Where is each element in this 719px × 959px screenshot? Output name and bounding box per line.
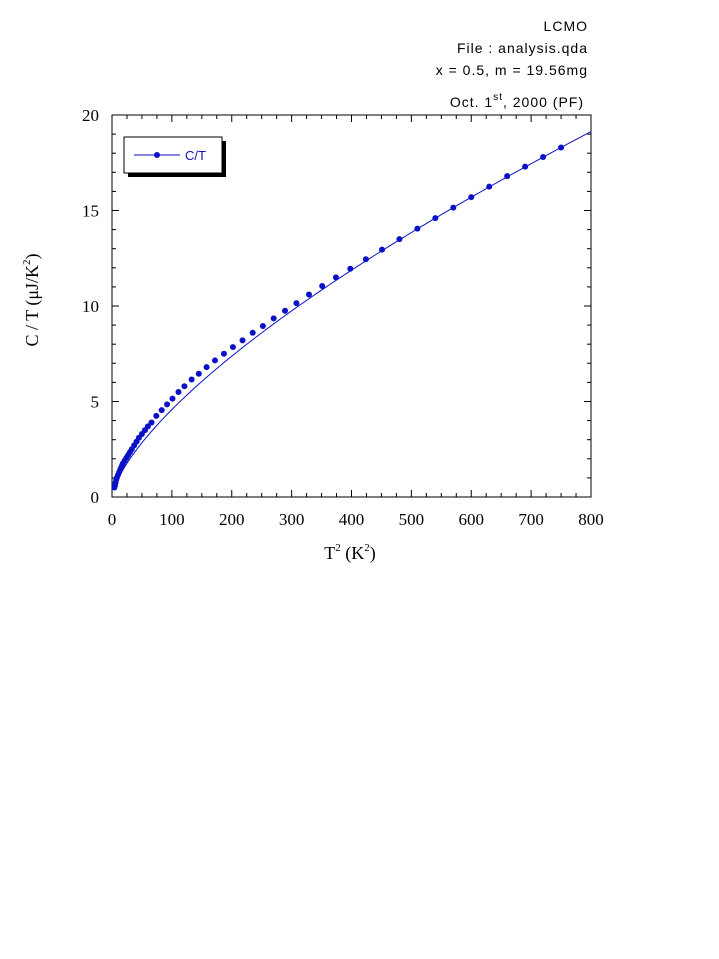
legend-marker xyxy=(154,152,160,158)
series-layer xyxy=(111,131,592,491)
data-point xyxy=(468,194,475,201)
legend: C/T xyxy=(123,136,226,177)
header-date-suffix: , 2000 (PF) xyxy=(503,94,584,110)
x-axis-title: T2 (K2) xyxy=(324,542,376,564)
axis-tick-labels: 0 100 200 300 400 500 600 700 800 0 5 10 15 20 xyxy=(82,106,604,529)
data-point xyxy=(259,323,266,330)
data-point xyxy=(558,144,565,151)
legend-label: C/T xyxy=(185,148,206,163)
data-point xyxy=(249,329,256,336)
data-point xyxy=(270,315,277,322)
axis-ticks xyxy=(111,114,592,498)
x-tick-label: 100 xyxy=(159,510,185,529)
data-point xyxy=(432,215,439,222)
data-point xyxy=(293,300,300,307)
data-point xyxy=(396,236,403,243)
data-point xyxy=(144,423,151,430)
data-point xyxy=(175,388,182,395)
x-tick-label: 700 xyxy=(518,510,544,529)
x-tick-label: 600 xyxy=(459,510,485,529)
series-line xyxy=(113,131,592,488)
data-point xyxy=(203,364,210,371)
data-point xyxy=(220,350,227,357)
data-point xyxy=(229,344,236,351)
y-tick-label: 0 xyxy=(91,488,100,507)
data-point xyxy=(347,265,354,272)
data-point xyxy=(239,337,246,344)
data-point xyxy=(540,154,547,161)
data-point xyxy=(305,291,312,298)
data-point xyxy=(504,173,511,180)
x-tick-label: 300 xyxy=(279,510,305,529)
data-point xyxy=(211,357,218,364)
data-point xyxy=(450,204,457,211)
header-line-4: Oct. 1st, 2000 (PF) xyxy=(450,92,584,110)
header-date-prefix: Oct. 1 xyxy=(450,94,493,110)
data-point xyxy=(486,183,493,190)
header-date-sup: st xyxy=(493,92,503,103)
data-point xyxy=(362,256,369,263)
data-point xyxy=(282,307,289,314)
header-line-1: LCMO xyxy=(544,18,588,34)
data-point xyxy=(379,246,386,253)
data-point xyxy=(153,412,160,419)
data-point xyxy=(414,225,421,232)
y-tick-label: 20 xyxy=(82,106,99,125)
data-point xyxy=(522,163,529,170)
data-point xyxy=(188,376,195,383)
x-tick-label: 200 xyxy=(219,510,245,529)
data-point xyxy=(148,419,155,426)
y-tick-label: 10 xyxy=(82,297,99,316)
x-tick-label: 800 xyxy=(578,510,604,529)
data-point xyxy=(195,370,202,377)
data-point xyxy=(169,395,176,402)
data-point xyxy=(158,407,165,414)
data-point xyxy=(319,282,326,289)
data-point xyxy=(332,274,339,281)
x-tick-label: 500 xyxy=(399,510,425,529)
header-line-2: File : analysis.qda xyxy=(457,40,588,56)
data-point xyxy=(164,401,171,408)
y-tick-label: 15 xyxy=(82,202,99,221)
y-tick-label: 5 xyxy=(91,393,100,412)
header-line-3: x = 0.5, m = 19.56mg xyxy=(436,62,588,78)
x-tick-label: 0 xyxy=(108,510,117,529)
data-point xyxy=(181,383,188,390)
y-axis-title: C / T (μJ/K2) xyxy=(21,253,43,346)
x-tick-label: 400 xyxy=(339,510,365,529)
